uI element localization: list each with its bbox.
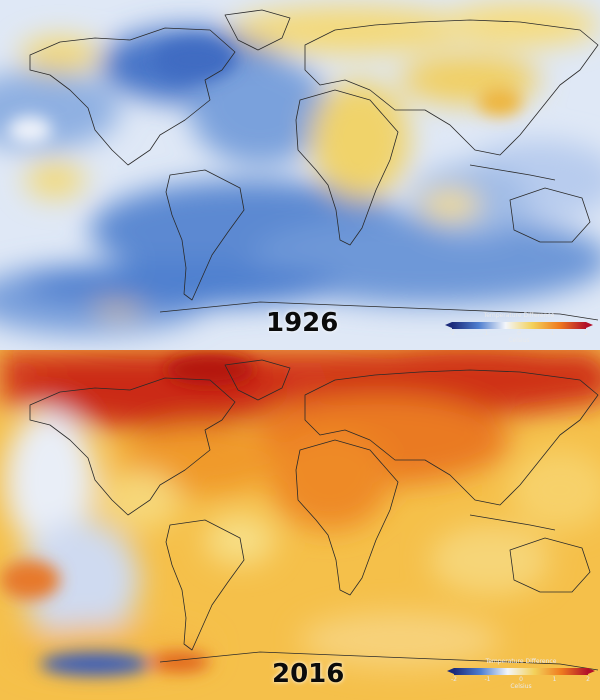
- legend-tick: 1: [552, 676, 557, 683]
- anomaly-highlights: [0, 354, 255, 676]
- legend-tick: -1: [482, 330, 489, 337]
- continent-outlines: [29, 9, 599, 321]
- map-panel-2016: 2016 Temperature Difference -2 -1 0 1 2 …: [0, 350, 600, 700]
- legend-left-arrow-icon: [447, 668, 454, 674]
- legend-right-arrow-icon: [586, 322, 593, 328]
- legend-color-bar: [452, 322, 586, 329]
- legend-tick: 1: [550, 330, 555, 337]
- legend-tick: -1: [484, 676, 491, 683]
- legend-tick: 0: [517, 330, 521, 337]
- legend-color-bar: [454, 668, 588, 675]
- temperature-legend-bottom: Temperature Difference -2 -1 0 1 2 Celsi…: [446, 658, 596, 692]
- anomaly-highlights: [8, 40, 522, 144]
- temperature-anomaly-map-1926: [0, 0, 600, 350]
- legend-tick: 0: [519, 676, 523, 683]
- legend-ticks: -2 -1 0 1 2: [446, 676, 596, 684]
- legend-left-arrow-icon: [445, 322, 452, 328]
- legend-units: Celsius: [510, 683, 532, 690]
- legend-right-arrow-icon: [588, 668, 595, 674]
- legend-tick: 2: [586, 676, 590, 683]
- legend-title: Temperature Difference: [483, 312, 555, 319]
- legend-tick: -2: [451, 676, 457, 683]
- continent-outlines: [29, 359, 599, 671]
- temperature-legend-top: Temperature Difference -2 -1 0 1 2 Celsi…: [444, 312, 594, 346]
- year-label: 2016: [272, 659, 345, 689]
- legend-title: Temperature Difference: [485, 658, 557, 665]
- legend-tick: -2: [449, 330, 455, 337]
- legend-tick: 2: [584, 330, 588, 337]
- map-panel-1926: 1926 Temperature Difference -2 -1 0 1 2 …: [0, 0, 600, 350]
- year-label: 1926: [266, 308, 339, 338]
- temperature-anomaly-map-2016: [0, 350, 600, 700]
- legend-units: Celsius: [508, 337, 530, 344]
- legend-ticks: -2 -1 0 1 2: [444, 330, 594, 338]
